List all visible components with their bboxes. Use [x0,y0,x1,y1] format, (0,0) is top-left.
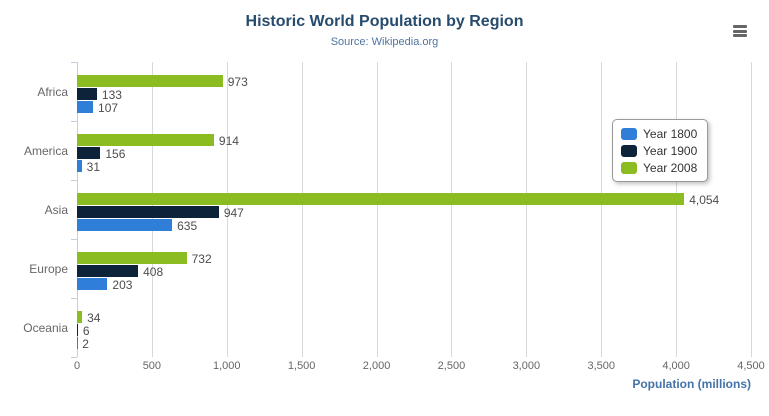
bar-value-label: 133 [101,88,122,102]
x-tick-label: 0 [73,360,81,372]
x-tick-label: 2,000 [362,360,391,372]
category-tick [71,357,77,358]
bar-value-label: 34 [87,311,101,325]
x-tick-label: 4,000 [662,360,690,372]
legend-item[interactable]: Year 2008 [621,159,697,176]
x-tick-label: 500 [142,360,162,372]
legend-label: Year 2008 [643,160,698,175]
gridline [526,62,528,357]
bar[interactable] [77,193,685,205]
bar[interactable] [77,160,82,172]
x-tick-label: 3,000 [512,360,541,372]
hamburger-bar [733,34,747,37]
bar[interactable] [77,75,223,87]
bar-value-label: 107 [98,101,119,115]
bar[interactable] [77,265,139,277]
bar-value-label: 635 [177,219,198,233]
bar[interactable] [77,278,108,290]
bar[interactable] [77,206,219,218]
bar-value-label: 408 [143,265,164,279]
gridline [751,62,752,357]
gridline [226,62,228,357]
gridline [376,62,378,357]
category-tick [71,298,77,299]
bar[interactable] [77,134,214,146]
bar-value-label: 732 [191,252,212,266]
category-label: America [23,143,68,158]
gridline [676,62,678,357]
x-axis-title: Population (millions) [632,377,751,391]
bar[interactable] [77,219,173,231]
legend-swatch-icon [621,161,637,174]
legend: Year 1800 Year 1900 Year 2008 [612,119,709,182]
legend-item[interactable]: Year 1900 [621,142,697,159]
bar-value-label: 31 [86,160,100,174]
x-tick-label: 1,500 [287,360,316,372]
legend-item[interactable]: Year 1800 [621,125,697,142]
x-tick-label: 1,000 [213,360,241,372]
category-label: Europe [29,261,68,276]
bar[interactable] [77,147,101,159]
legend-swatch-icon [621,127,637,140]
hamburger-menu-icon[interactable] [733,25,747,37]
page-subtitle: Source: Wikipedia.org [330,36,439,48]
category-tick [71,121,77,122]
x-tick-label: 3,500 [587,360,615,372]
page-title: Historic World Population by Region [245,13,524,30]
gridline [301,62,303,357]
bar[interactable] [77,101,94,113]
gridline [451,62,453,357]
x-tick-label: 4,500 [737,360,765,372]
bar[interactable] [77,252,187,264]
legend-label: Year 1800 [643,126,698,141]
legend-swatch-icon [621,144,637,157]
bar-value-label: 4,054 [689,193,720,207]
x-tick-label: 2,500 [437,360,466,372]
bar[interactable] [77,324,78,336]
bar-value-label: 156 [105,147,126,161]
bar[interactable] [77,88,97,100]
category-tick [71,180,77,181]
bar-value-label: 203 [112,278,133,292]
category-label: Africa [37,84,68,99]
category-label: Asia [44,202,68,217]
bar-value-label: 947 [223,206,244,220]
bar-value-label: 914 [218,134,239,148]
bar-value-label: 2 [82,337,89,351]
category-tick [71,62,77,63]
hamburger-bar [733,29,747,33]
hamburger-bar [733,25,747,28]
bar-value-label: 973 [227,75,248,89]
gridline [601,62,603,357]
bar[interactable] [77,311,83,323]
bar-value-label: 6 [82,324,90,338]
category-label: Oceania [23,320,68,335]
legend-label: Year 1900 [643,143,698,158]
category-tick [71,239,77,240]
